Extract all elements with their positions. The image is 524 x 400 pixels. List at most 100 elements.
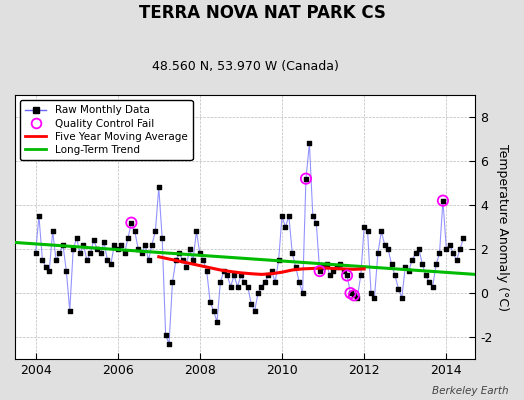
Y-axis label: Temperature Anomaly (°C): Temperature Anomaly (°C): [496, 144, 509, 310]
Point: [107, 261, 115, 268]
Point: [158, 235, 167, 241]
Point: [425, 279, 433, 285]
Point: [356, 272, 365, 279]
Point: [49, 228, 57, 235]
Point: [141, 242, 149, 248]
Point: [124, 235, 132, 241]
Point: [370, 294, 379, 301]
Text: Berkeley Earth: Berkeley Earth: [432, 386, 508, 396]
Point: [315, 268, 324, 274]
Point: [326, 272, 334, 279]
Point: [281, 224, 290, 230]
Point: [66, 308, 74, 314]
Point: [343, 272, 351, 279]
Point: [271, 279, 279, 285]
Point: [100, 239, 108, 246]
Point: [59, 242, 67, 248]
Point: [456, 246, 464, 252]
Point: [41, 264, 50, 270]
Point: [442, 246, 451, 252]
Point: [350, 292, 358, 298]
Point: [56, 250, 64, 257]
Point: [168, 279, 177, 285]
Point: [62, 268, 71, 274]
Point: [121, 250, 129, 257]
Point: [411, 250, 420, 257]
Point: [220, 268, 228, 274]
Point: [452, 257, 461, 263]
Point: [216, 279, 225, 285]
Point: [405, 268, 413, 274]
Point: [336, 261, 344, 268]
Point: [285, 213, 293, 219]
Point: [223, 272, 232, 279]
Point: [192, 228, 201, 235]
Point: [161, 332, 170, 338]
Point: [422, 272, 430, 279]
Point: [86, 250, 94, 257]
Point: [346, 290, 355, 296]
Point: [45, 268, 53, 274]
Point: [148, 242, 156, 248]
Point: [278, 213, 286, 219]
Point: [203, 268, 211, 274]
Point: [401, 264, 409, 270]
Point: [329, 268, 337, 274]
Point: [72, 235, 81, 241]
Point: [144, 257, 152, 263]
Point: [333, 264, 341, 270]
Point: [312, 220, 321, 226]
Point: [90, 237, 98, 244]
Point: [322, 261, 331, 268]
Point: [257, 283, 266, 290]
Point: [240, 279, 248, 285]
Point: [291, 264, 300, 270]
Point: [309, 213, 317, 219]
Point: [172, 257, 180, 263]
Point: [445, 242, 454, 248]
Point: [364, 228, 372, 235]
Point: [134, 246, 143, 252]
Point: [226, 283, 235, 290]
Title: 48.560 N, 53.970 W (Canada): 48.560 N, 53.970 W (Canada): [151, 60, 339, 73]
Point: [302, 176, 310, 182]
Point: [137, 250, 146, 257]
Point: [319, 264, 328, 270]
Point: [374, 250, 382, 257]
Point: [435, 250, 444, 257]
Point: [210, 308, 218, 314]
Point: [350, 292, 358, 298]
Point: [439, 198, 447, 204]
Point: [387, 261, 396, 268]
Point: [418, 261, 427, 268]
Point: [254, 290, 263, 296]
Point: [459, 235, 467, 241]
Point: [69, 246, 78, 252]
Point: [230, 272, 238, 279]
Point: [206, 299, 214, 305]
Point: [237, 272, 245, 279]
Point: [264, 272, 272, 279]
Point: [31, 250, 40, 257]
Point: [408, 257, 416, 263]
Point: [367, 290, 375, 296]
Point: [391, 272, 399, 279]
Point: [182, 264, 190, 270]
Point: [288, 250, 297, 257]
Point: [250, 308, 259, 314]
Point: [117, 242, 125, 248]
Point: [185, 246, 194, 252]
Point: [415, 246, 423, 252]
Point: [360, 224, 368, 230]
Point: [432, 261, 440, 268]
Point: [244, 283, 252, 290]
Point: [96, 250, 105, 257]
Point: [398, 294, 406, 301]
Point: [261, 279, 269, 285]
Point: [103, 257, 112, 263]
Point: [189, 257, 197, 263]
Point: [52, 257, 60, 263]
Point: [295, 279, 303, 285]
Point: [213, 318, 221, 325]
Point: [93, 246, 101, 252]
